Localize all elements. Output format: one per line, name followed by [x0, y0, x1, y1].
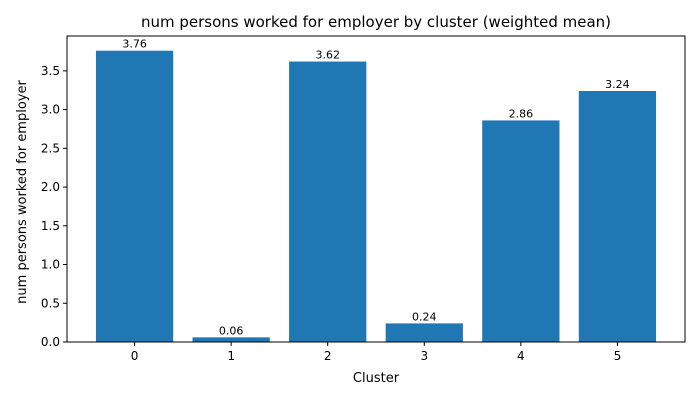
bar-cluster-4: [482, 120, 560, 342]
bar-cluster-3: [385, 323, 463, 342]
x-tick-label: 3: [420, 349, 428, 363]
y-tick-label: 1.0: [41, 258, 60, 272]
axes-frame: [66, 35, 686, 343]
data-label: 0.24: [412, 310, 437, 323]
y-axis-label: num persons worked for employer: [15, 80, 30, 304]
chart-title: num persons worked for employer by clust…: [141, 13, 611, 31]
x-tick-label: 1: [227, 349, 235, 363]
data-label: 3.76: [122, 38, 147, 51]
bar-cluster-2: [289, 61, 367, 343]
bar-cluster-0: [95, 50, 174, 342]
data-label: 3.24: [605, 78, 630, 91]
y-tick-label: 3.0: [41, 103, 60, 117]
x-tick-label: 0: [131, 349, 139, 363]
bar-cluster-5: [578, 91, 657, 342]
y-tick-label: 0.5: [41, 296, 60, 310]
data-label: 3.62: [315, 49, 340, 62]
y-tick-label: 1.5: [41, 219, 60, 233]
data-label: 0.06: [219, 324, 244, 337]
plot-area: 3.76 0.06 3.62 0.24 2.86 3.24 0 1 2 3 4 5 0.0 0.5 1.0 1…: [41, 35, 686, 363]
y-tick-label: 3.5: [41, 64, 60, 78]
y-tick-label: 2.5: [41, 141, 60, 155]
x-tick-label: 4: [517, 349, 525, 363]
y-tick-label: 0.0: [41, 335, 60, 349]
x-axis-label: Cluster: [353, 371, 400, 386]
data-label: 2.86: [509, 107, 534, 120]
y-tick-label: 2.0: [41, 180, 60, 194]
bar-cluster-1: [192, 337, 270, 342]
x-tick-label: 5: [614, 349, 622, 363]
x-tick-label: 2: [324, 349, 332, 363]
